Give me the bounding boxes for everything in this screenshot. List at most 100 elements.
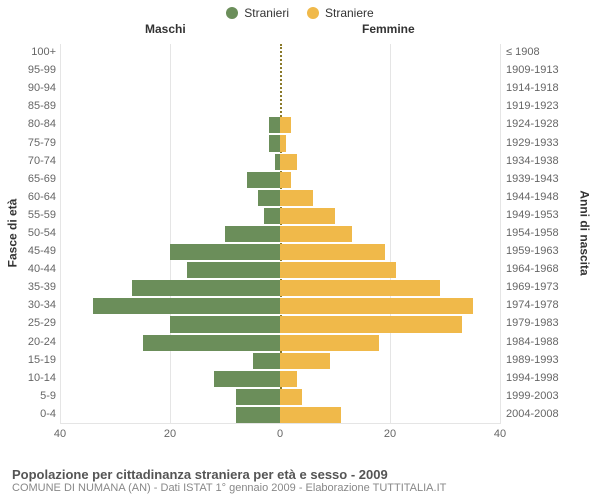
y-label-age: 25-29 [28, 318, 56, 329]
y-label-age: 65-69 [28, 174, 56, 185]
bar-female [280, 135, 286, 151]
y-label-age: 0-4 [40, 409, 56, 420]
x-tick-label: 20 [384, 428, 396, 440]
x-tick-label: 0 [277, 428, 283, 440]
y-label-age: 95-99 [28, 65, 56, 76]
pyramid-row [60, 370, 500, 388]
y-label-birth: 1929-1933 [506, 138, 559, 149]
y-label-age: 100+ [31, 47, 56, 58]
y-label-birth: 1949-1953 [506, 210, 559, 221]
legend: Stranieri Straniere [0, 0, 600, 20]
y-label-birth: 1959-1963 [506, 246, 559, 257]
y-axis-title-right: Anni di nascita [578, 190, 592, 275]
y-label-birth: 1919-1923 [506, 101, 559, 112]
bar-male [236, 407, 280, 423]
male-swatch-icon [226, 7, 238, 19]
legend-label-female: Straniere [325, 6, 374, 20]
y-label-age: 85-89 [28, 101, 56, 112]
pyramid-row [60, 334, 500, 352]
y-label-birth: 1909-1913 [506, 65, 559, 76]
y-label-age: 70-74 [28, 156, 56, 167]
y-label-birth: 1934-1938 [506, 156, 559, 167]
y-label-birth: 1994-1998 [506, 373, 559, 384]
y-label-age: 30-34 [28, 300, 56, 311]
x-tick-label: 40 [494, 428, 506, 440]
y-label-birth: 1924-1928 [506, 119, 559, 130]
y-label-birth: 1979-1983 [506, 318, 559, 329]
legend-item-female: Straniere [307, 6, 374, 20]
bar-male [132, 280, 281, 296]
bar-female [280, 117, 291, 133]
y-label-age: 35-39 [28, 282, 56, 293]
column-headers: Maschi Femmine [0, 20, 600, 38]
x-axis: 402002040 [60, 428, 500, 444]
female-swatch-icon [307, 7, 319, 19]
bar-male [247, 172, 280, 188]
bar-male [225, 226, 280, 242]
bar-male [269, 117, 280, 133]
pyramid-row [60, 279, 500, 297]
bar-female [280, 190, 313, 206]
header-male: Maschi [145, 22, 186, 36]
y-label-age: 15-19 [28, 355, 56, 366]
pyramid-row [60, 315, 500, 333]
footer: Popolazione per cittadinanza straniera p… [12, 467, 588, 494]
x-tick-label: 40 [54, 428, 66, 440]
bar-male [264, 208, 281, 224]
bar-female [280, 172, 291, 188]
footer-title: Popolazione per cittadinanza straniera p… [12, 467, 588, 482]
y-label-birth: 1999-2003 [506, 391, 559, 402]
bar-female [280, 298, 473, 314]
bar-male [187, 262, 281, 278]
pyramid-row [60, 297, 500, 315]
y-label-birth: 1954-1958 [506, 228, 559, 239]
bar-female [280, 154, 297, 170]
y-label-age: 75-79 [28, 138, 56, 149]
pyramid-row [60, 243, 500, 261]
y-label-birth: 1964-1968 [506, 264, 559, 275]
y-label-birth: 2004-2008 [506, 409, 559, 420]
bar-female [280, 407, 341, 423]
bar-female [280, 335, 379, 351]
bar-male [170, 316, 280, 332]
bar-male [269, 135, 280, 151]
pyramid-row [60, 388, 500, 406]
y-label-birth: 1944-1948 [506, 192, 559, 203]
bar-female [280, 371, 297, 387]
legend-label-male: Stranieri [244, 6, 289, 20]
bar-male [253, 353, 281, 369]
pyramid-row [60, 80, 500, 98]
bar-male [236, 389, 280, 405]
bar-female [280, 208, 335, 224]
y-label-birth: ≤ 1908 [506, 47, 540, 58]
pyramid-row [60, 116, 500, 134]
x-tick-label: 20 [164, 428, 176, 440]
y-label-age: 20-24 [28, 337, 56, 348]
bar-female [280, 226, 352, 242]
pyramid-row [60, 352, 500, 370]
y-label-age: 45-49 [28, 246, 56, 257]
pyramid-chart [60, 44, 500, 424]
pyramid-row [60, 207, 500, 225]
legend-item-male: Stranieri [226, 6, 289, 20]
chart-container: Stranieri Straniere Maschi Femmine Fasce… [0, 0, 600, 500]
y-label-age: 90-94 [28, 83, 56, 94]
bar-male [143, 335, 281, 351]
bar-male [214, 371, 280, 387]
y-label-age: 80-84 [28, 119, 56, 130]
y-label-birth: 1989-1993 [506, 355, 559, 366]
y-axis-title-left: Fasce di età [5, 199, 19, 268]
pyramid-row [60, 225, 500, 243]
pyramid-row [60, 98, 500, 116]
pyramid-row [60, 406, 500, 424]
pyramid-row [60, 44, 500, 62]
bar-female [280, 262, 396, 278]
pyramid-row [60, 134, 500, 152]
pyramid-row [60, 261, 500, 279]
y-label-birth: 1974-1978 [506, 300, 559, 311]
footer-subtitle: COMUNE DI NUMANA (AN) - Dati ISTAT 1° ge… [12, 482, 588, 494]
y-label-age: 40-44 [28, 264, 56, 275]
bar-female [280, 316, 462, 332]
bar-male [93, 298, 280, 314]
bar-female [280, 280, 440, 296]
